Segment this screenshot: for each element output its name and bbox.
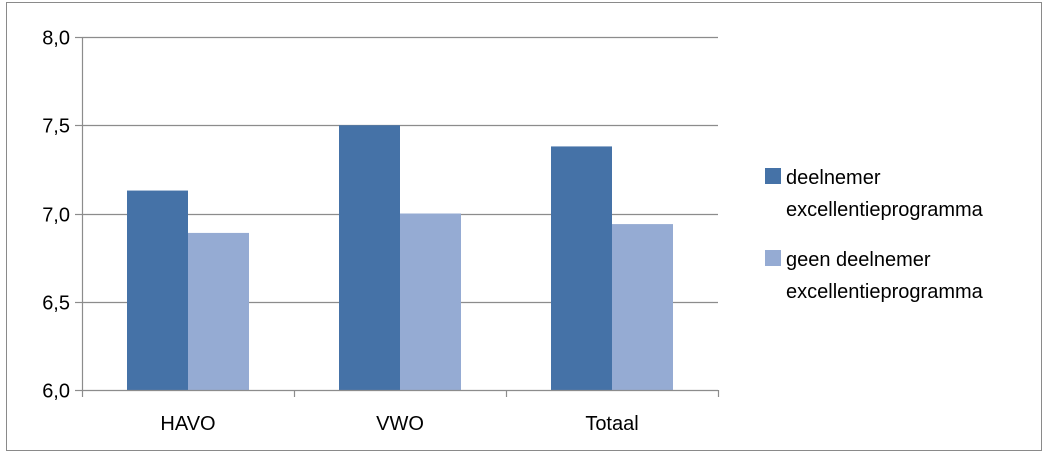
bar xyxy=(612,224,673,390)
legend-label: excellentieprogramma xyxy=(786,199,984,221)
bar xyxy=(127,191,188,390)
y-tick-label: 8,0 xyxy=(42,28,70,50)
bar xyxy=(400,214,461,391)
legend-label: deelnemer xyxy=(786,167,881,189)
y-tick-label: 7,5 xyxy=(42,116,70,138)
legend-label: excellentieprogramma xyxy=(786,281,984,303)
y-tick-label: 7,0 xyxy=(42,205,70,227)
bar xyxy=(551,146,612,390)
bar xyxy=(188,233,249,390)
x-tick-label: VWO xyxy=(376,413,424,435)
legend: deelnemer excellentieprogramma geen deelne… xyxy=(765,167,984,303)
y-tick-label: 6,0 xyxy=(42,381,70,403)
y-tick-label: 6,5 xyxy=(42,293,70,315)
x-tick-label: Totaal xyxy=(585,413,638,435)
legend-swatch xyxy=(765,168,781,184)
legend-swatch xyxy=(765,250,781,266)
bars xyxy=(127,125,673,390)
x-tick-label: HAVO xyxy=(160,413,215,435)
bar xyxy=(339,125,400,390)
legend-label: geen deelnemer xyxy=(786,249,931,271)
